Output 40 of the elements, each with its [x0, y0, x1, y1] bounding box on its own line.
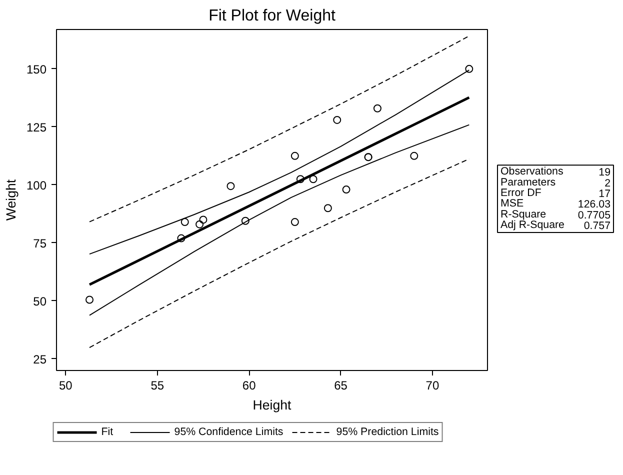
y-tick-label: 50 — [33, 294, 47, 308]
legend-label: 95% Prediction Limits — [336, 426, 439, 438]
point — [86, 296, 94, 304]
point — [373, 104, 382, 112]
text: MSE 126.03 — [500, 198, 610, 211]
point — [196, 220, 204, 228]
text: Observations 19 — [500, 166, 611, 179]
x-tick-label: 55 — [150, 378, 164, 392]
x-tick-label: 65 — [334, 378, 348, 392]
point — [333, 116, 342, 124]
point — [342, 186, 350, 194]
y-tick-label: 125 — [26, 120, 47, 134]
y-tick-label: 150 — [26, 62, 47, 76]
point — [226, 182, 235, 190]
point — [290, 152, 299, 160]
point — [296, 175, 304, 184]
point — [465, 64, 474, 73]
chart-title: Fit Plot for Weight — [208, 8, 336, 24]
legend-label: 95% Confidence Limits — [174, 426, 284, 438]
y-tick-label: 75 — [33, 236, 47, 250]
x-tick-label: 50 — [58, 378, 73, 392]
point — [199, 216, 208, 224]
point — [180, 218, 189, 226]
point — [177, 234, 186, 242]
point — [241, 216, 250, 225]
point — [309, 175, 318, 184]
point — [410, 152, 418, 160]
y-tick-label: 25 — [33, 352, 47, 366]
x-tick-label: 60 — [242, 378, 256, 392]
legend-label: Fit — [101, 426, 114, 438]
text: Adj R-Square 0.757 — [500, 219, 611, 232]
text: Error DF 17 — [500, 187, 611, 200]
y-tick-label: 100 — [26, 178, 47, 192]
x-tick-label: 70 — [426, 378, 440, 392]
text: Parameters 2 — [500, 176, 611, 190]
point — [324, 204, 332, 212]
text: R-Square 0.7705 — [500, 208, 610, 222]
point — [290, 218, 299, 226]
x-axis-title: Height — [252, 398, 292, 412]
y-axis-title: Weight — [3, 179, 18, 221]
